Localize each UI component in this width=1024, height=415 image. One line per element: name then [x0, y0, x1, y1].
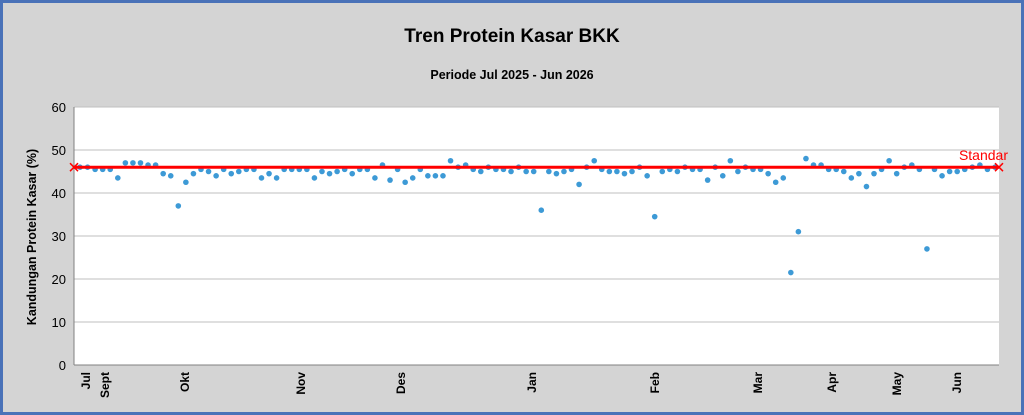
data-point	[137, 160, 144, 166]
data-point	[772, 179, 779, 186]
data-point	[440, 173, 446, 179]
data-point	[447, 157, 454, 164]
gridlines	[73, 106, 999, 366]
data-point	[236, 168, 242, 175]
x-tick-label: Sept	[98, 372, 112, 398]
x-tick-label: Jul	[79, 372, 93, 389]
data-point	[591, 157, 598, 164]
data-point	[432, 173, 439, 179]
data-point	[425, 173, 431, 179]
standard-line-group: Standar	[69, 147, 1008, 172]
data-point	[266, 170, 272, 177]
data-point	[863, 183, 870, 190]
data-point	[840, 168, 847, 175]
data-point	[644, 173, 650, 179]
data-point	[523, 168, 529, 175]
data-point	[228, 170, 235, 177]
data-point	[319, 168, 325, 175]
data-point	[606, 168, 613, 175]
data-point	[856, 170, 862, 177]
data-point	[213, 173, 219, 179]
data-point	[765, 170, 771, 177]
data-point	[674, 168, 681, 175]
x-tick-label: May	[890, 372, 904, 396]
data-point	[886, 157, 892, 164]
y-axis-label: Kandungan Protein Kasar (%)	[25, 149, 39, 325]
data-point	[508, 168, 514, 175]
data-point	[372, 175, 378, 181]
data-point	[719, 173, 726, 179]
data-point	[788, 269, 794, 276]
x-tick-labels: Jul Sept Okt Nov Des Jan Feb Mar Apr May Jun	[79, 372, 964, 398]
data-point	[735, 168, 741, 175]
data-point	[258, 175, 265, 181]
data-point	[115, 175, 121, 181]
data-point	[893, 170, 900, 177]
data-point	[659, 168, 666, 175]
x-tick-label: Jun	[950, 372, 964, 393]
standard-label: Standar	[959, 147, 1008, 163]
standard-marker	[994, 162, 1004, 172]
data-point	[402, 179, 408, 186]
data-point	[848, 175, 855, 181]
data-point	[561, 168, 567, 175]
x-tick-label: Des	[394, 372, 408, 394]
y-tick-label: 40	[52, 186, 66, 201]
x-tick-label: Jan	[525, 372, 539, 393]
data-point	[334, 168, 340, 175]
chart-title: Tren Protein Kasar BKK	[404, 26, 620, 47]
data-point	[122, 160, 129, 166]
data-point	[311, 175, 318, 181]
data-point	[924, 246, 930, 252]
x-tick-label: Mar	[751, 372, 765, 394]
x-tick-label: Apr	[825, 372, 839, 393]
data-point	[727, 157, 734, 164]
x-tick-label: Okt	[178, 372, 192, 392]
standard-marker	[69, 162, 79, 172]
data-point	[546, 168, 552, 175]
x-tick-label: Nov	[294, 372, 308, 395]
chart-subtitle: Periode Jul 2025 - Jun 2026	[430, 68, 593, 82]
data-point	[477, 168, 484, 175]
data-point	[387, 177, 393, 183]
data-point	[167, 173, 174, 179]
data-point	[614, 168, 620, 175]
data-point	[795, 228, 802, 235]
data-point	[954, 168, 960, 175]
data-point	[183, 179, 189, 186]
data-point	[629, 168, 635, 175]
y-tick-label: 30	[52, 229, 66, 244]
data-point	[704, 177, 711, 183]
data-point	[409, 175, 416, 181]
data-point	[621, 170, 628, 177]
data-point	[576, 181, 582, 188]
data-point	[190, 170, 197, 177]
y-tick-label: 60	[52, 100, 66, 115]
data-point	[939, 173, 945, 179]
data-point	[205, 168, 212, 175]
y-tick-label: 20	[52, 272, 66, 287]
data-point	[871, 170, 877, 177]
data-point	[130, 160, 136, 166]
x-tick-label: Feb	[648, 372, 662, 393]
y-tick-labels: 0 10 20 30 40 50 60	[52, 100, 66, 373]
data-point	[349, 170, 356, 177]
data-point	[530, 168, 537, 175]
data-point	[273, 175, 280, 181]
data-point	[326, 170, 333, 177]
data-point	[175, 203, 182, 209]
data-point	[946, 168, 953, 175]
data-point	[803, 155, 809, 162]
data-point	[780, 175, 787, 181]
y-tick-label: 10	[52, 315, 66, 330]
y-tick-label: 0	[59, 358, 66, 373]
data-point	[538, 207, 545, 213]
y-tick-label: 50	[52, 143, 66, 158]
data-point	[553, 170, 560, 177]
data-point	[160, 170, 166, 177]
data-point	[651, 213, 658, 220]
